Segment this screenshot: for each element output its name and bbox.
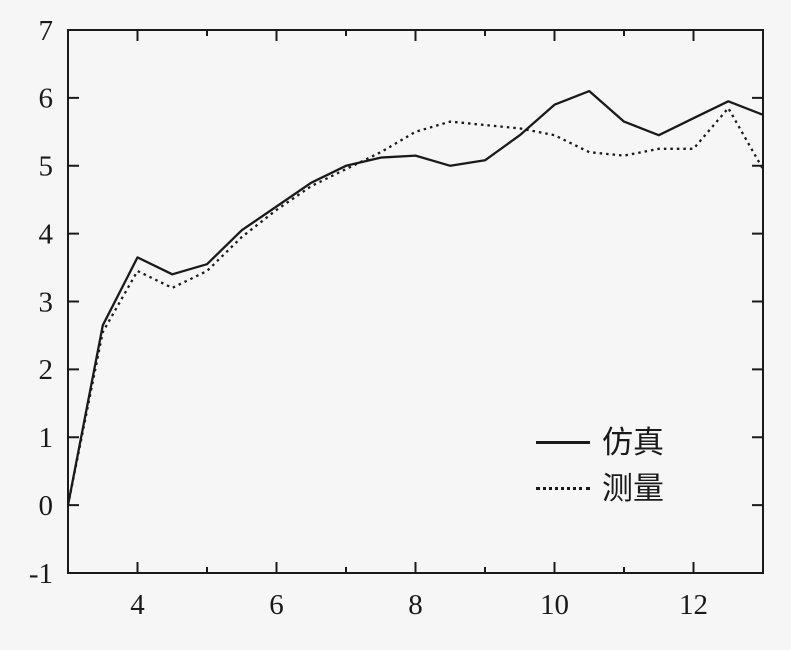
y-tick-label: 7	[39, 15, 54, 47]
x-tick-label: 4	[130, 589, 145, 621]
legend-label-measurement: 测量	[602, 470, 664, 506]
x-tick-label: 8	[408, 589, 423, 621]
y-tick-label: -1	[29, 558, 53, 590]
series-0-solid-line	[66, 89, 764, 506]
legend-item-simulation: 仿真	[536, 422, 664, 462]
y-tick-label: 3	[39, 286, 54, 318]
legend-label-simulation: 仿真	[602, 424, 664, 460]
y-tick-label: 5	[39, 151, 54, 183]
y-tick-label: 2	[39, 354, 54, 386]
y-tick-label: 4	[39, 218, 54, 250]
y-tick-label: 0	[39, 490, 54, 522]
y-tick-label: 1	[39, 422, 54, 454]
x-tick-label: 12	[679, 589, 708, 621]
legend: 仿真 测量	[536, 422, 664, 508]
x-tick-label: 10	[540, 589, 569, 621]
legend-item-measurement: 测量	[536, 468, 664, 508]
solid-line-sample	[536, 440, 590, 444]
y-tick-label: 6	[39, 83, 54, 115]
x-tick-label: 6	[269, 589, 284, 621]
dotted-line-sample	[536, 486, 590, 490]
